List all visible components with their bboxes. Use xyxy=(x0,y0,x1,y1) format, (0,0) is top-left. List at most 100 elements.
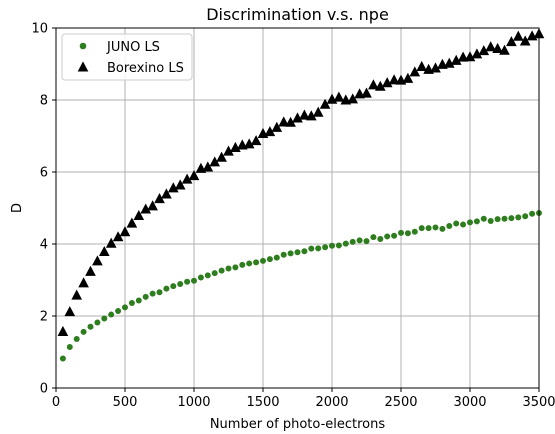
borexino-point xyxy=(174,179,186,190)
legend-box xyxy=(61,33,193,81)
juno-point xyxy=(115,307,122,314)
juno-point xyxy=(73,336,80,343)
borexino-point xyxy=(112,231,124,242)
juno-point xyxy=(315,245,322,252)
borexino-point xyxy=(140,203,152,214)
borexino-point xyxy=(161,188,172,199)
borexino-point xyxy=(209,156,221,167)
juno-point xyxy=(494,216,501,223)
borexino-point xyxy=(292,112,303,123)
borexino-point xyxy=(478,45,490,56)
borexino-point xyxy=(368,79,379,90)
borexino-point xyxy=(271,121,283,132)
borexino-point xyxy=(333,91,345,102)
juno-point xyxy=(101,315,108,322)
borexino-point xyxy=(305,110,317,121)
juno-point xyxy=(329,242,335,249)
juno-point xyxy=(473,218,480,225)
x-tick-label: 2000 xyxy=(315,395,348,410)
juno-point xyxy=(335,242,342,249)
legend: JUNO LS Borexino LS xyxy=(61,33,193,81)
juno-point xyxy=(342,240,349,247)
juno-point xyxy=(253,259,260,266)
y-tick-label: 8 xyxy=(40,94,48,109)
juno-point xyxy=(170,283,177,290)
juno-point xyxy=(266,256,273,263)
y-tick-label: 10 xyxy=(31,22,48,37)
borexino-point xyxy=(250,135,262,146)
juno-point xyxy=(66,343,73,350)
borexino-point xyxy=(388,74,400,85)
juno-point xyxy=(370,234,377,241)
borexino-point xyxy=(154,193,165,204)
juno-point xyxy=(460,221,467,228)
juno-point xyxy=(59,355,66,362)
borexino-point xyxy=(278,116,290,127)
x-axis-title: Number of photo-electrons xyxy=(210,417,386,432)
juno-point xyxy=(218,267,225,274)
borexino-point xyxy=(457,51,469,62)
borexino-point xyxy=(374,80,386,91)
borexino-point xyxy=(450,54,462,65)
juno-point xyxy=(508,215,515,222)
borexino-point xyxy=(243,138,255,149)
borexino-point xyxy=(64,306,76,317)
y-axis-title: D xyxy=(10,203,25,213)
legend-juno-marker xyxy=(79,42,87,50)
x-tick-label: 1000 xyxy=(177,395,210,410)
juno-point xyxy=(391,232,398,239)
juno-point xyxy=(80,328,87,335)
juno-point xyxy=(432,224,439,231)
borexino-point xyxy=(443,57,455,68)
juno-point xyxy=(163,285,170,292)
x-tick-label: 1500 xyxy=(246,395,279,410)
juno-point xyxy=(232,264,239,271)
juno-point xyxy=(301,248,308,255)
borexino-point xyxy=(471,48,483,59)
juno-point xyxy=(156,289,163,296)
borexino-point xyxy=(499,44,510,55)
juno-point xyxy=(211,270,218,277)
borexino-point xyxy=(319,98,331,109)
borexino-point xyxy=(105,237,117,248)
borexino-point xyxy=(285,116,296,127)
borexino-point xyxy=(57,325,69,336)
borexino-point xyxy=(485,41,497,52)
juno-point xyxy=(308,245,315,252)
juno-point xyxy=(142,293,149,300)
juno-point xyxy=(515,214,522,221)
borexino-point xyxy=(126,217,138,228)
borexino-point xyxy=(381,77,393,88)
legend-borexino-label: Borexino LS xyxy=(107,61,184,76)
borexino-point xyxy=(181,173,193,184)
borexino-point xyxy=(519,35,531,46)
juno-point xyxy=(349,238,356,245)
juno-point xyxy=(529,210,536,217)
juno-point xyxy=(197,274,204,281)
juno-point xyxy=(522,213,529,220)
borexino-point xyxy=(464,51,476,62)
borexino-point xyxy=(78,277,89,288)
juno-point xyxy=(384,233,391,240)
juno-point xyxy=(246,260,253,267)
borexino-point xyxy=(92,255,103,266)
borexino-point xyxy=(216,151,227,162)
legend-borexino-marker xyxy=(77,61,89,72)
borexino-point xyxy=(402,72,414,83)
borexino-point xyxy=(347,93,359,104)
juno-point xyxy=(149,290,156,297)
juno-point xyxy=(480,215,487,222)
y-tick-label: 6 xyxy=(40,166,48,181)
borexino-point xyxy=(312,106,324,117)
x-tick-label: 0 xyxy=(52,395,60,410)
borexino-point xyxy=(167,182,179,193)
juno-point xyxy=(225,265,232,272)
borexino-point xyxy=(512,30,524,41)
juno-point xyxy=(94,319,101,326)
juno-point xyxy=(467,219,473,226)
axis-ticks: 0 500 1000 1500 2000 2500 3000 3500 0 2 4 6 8 10 xyxy=(31,22,555,411)
juno-point xyxy=(398,229,404,236)
borexino-point xyxy=(223,145,234,156)
juno-point xyxy=(184,278,191,285)
